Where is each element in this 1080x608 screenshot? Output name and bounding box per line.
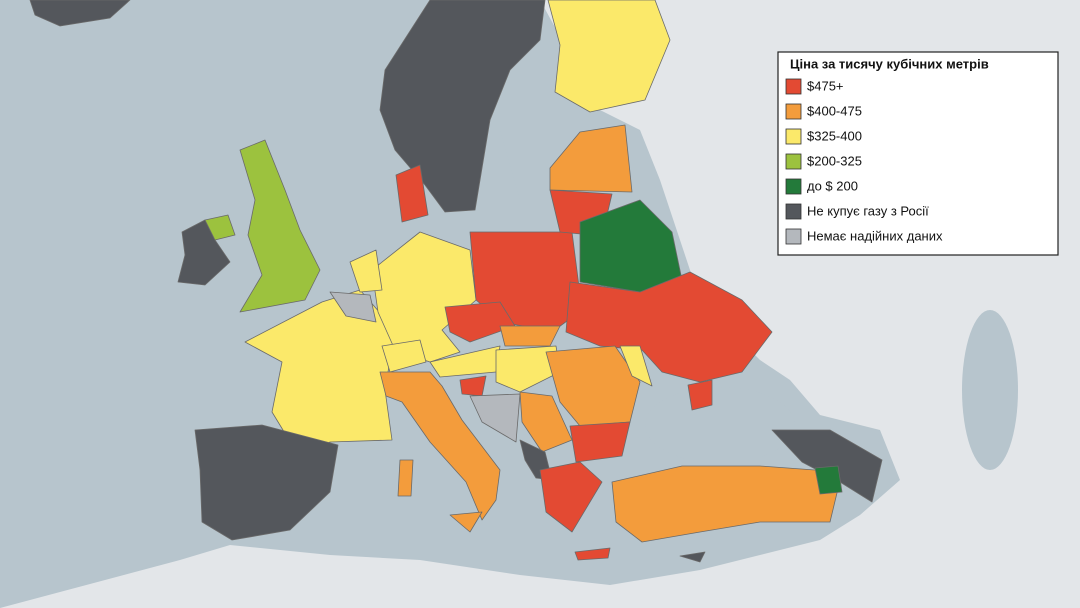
cyprus — [679, 551, 706, 563]
legend-box — [777, 51, 1059, 256]
legend-swatch — [785, 128, 802, 145]
azerbaijan-part — [814, 465, 843, 495]
czechia — [444, 301, 516, 343]
caucasus — [771, 429, 883, 503]
legend-swatch — [785, 103, 802, 120]
legend-label: $475+ — [807, 78, 844, 93]
iceland — [29, 0, 131, 27]
legend-label: Не купує газу з Росії — [807, 203, 929, 218]
legend-swatch — [785, 228, 802, 245]
switzerland — [381, 339, 427, 373]
caspian-sea — [962, 310, 1018, 470]
croatia — [469, 393, 521, 443]
legend-label: $325-400 — [807, 128, 862, 143]
northern-ireland — [204, 214, 236, 241]
legend-label: $200-325 — [807, 153, 862, 168]
legend-label: до $ 200 — [807, 178, 858, 193]
legend-swatch — [785, 78, 802, 95]
scandinavia — [379, 0, 546, 213]
netherlands — [349, 249, 383, 293]
turkey — [611, 465, 843, 543]
black-sea — [645, 387, 795, 463]
legend-swatch — [785, 178, 802, 195]
crimea — [687, 379, 713, 411]
legend-swatch — [785, 203, 802, 220]
uk — [239, 139, 321, 313]
sicily — [449, 511, 483, 533]
sardinia — [397, 459, 414, 497]
latvia-estonia — [549, 124, 633, 193]
legend-swatch — [785, 153, 802, 170]
greece — [539, 461, 603, 533]
bulgaria — [569, 421, 631, 463]
crete — [574, 547, 611, 561]
finland — [547, 0, 671, 113]
iberia — [194, 424, 339, 541]
serbia — [519, 391, 573, 453]
hungary — [495, 345, 561, 393]
denmark — [395, 164, 429, 223]
legend-label: $400-475 — [807, 103, 862, 118]
legend: Ціна за тисячу кубічних метрів $475+ $400… — [777, 51, 1059, 256]
countries — [29, 0, 883, 563]
legend-label: Немає надійних даних — [807, 228, 943, 243]
slovenia — [459, 375, 487, 397]
legend-title: Ціна за тисячу кубічних метрів — [790, 56, 989, 71]
belgium — [329, 291, 377, 323]
moldova — [619, 345, 653, 387]
slovakia — [499, 325, 561, 347]
ukraine — [565, 271, 773, 383]
italy — [379, 371, 501, 521]
germany — [371, 231, 477, 363]
